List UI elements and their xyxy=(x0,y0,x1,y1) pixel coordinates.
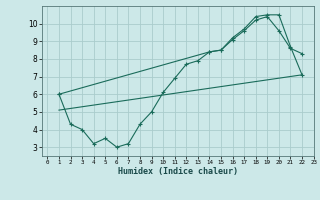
X-axis label: Humidex (Indice chaleur): Humidex (Indice chaleur) xyxy=(118,167,237,176)
